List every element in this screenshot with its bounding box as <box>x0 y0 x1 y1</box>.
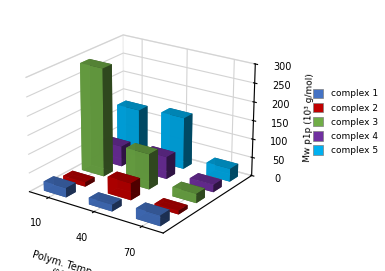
X-axis label: Polym. Temp.
(°C): Polym. Temp. (°C) <box>27 249 95 271</box>
Legend: complex 1, complex 2, complex 3, complex 4, complex 5: complex 1, complex 2, complex 3, complex… <box>310 86 380 158</box>
